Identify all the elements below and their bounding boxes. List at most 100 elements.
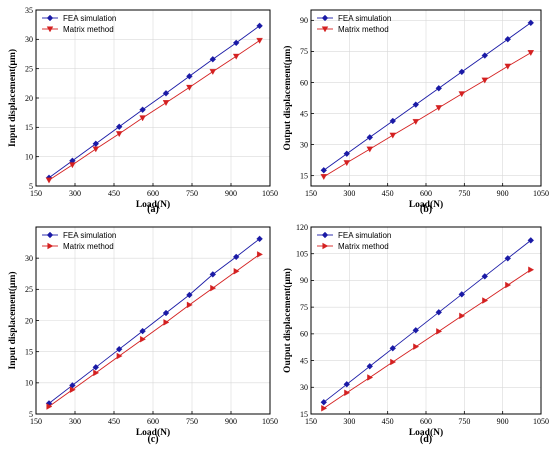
series-line <box>323 52 532 178</box>
x-tick-label: 900 <box>497 417 509 426</box>
data-point <box>115 345 123 353</box>
legend-marker <box>46 231 54 239</box>
y-tick-label: 10 <box>25 379 33 388</box>
y-tick-label: 20 <box>25 94 33 103</box>
y-axis-label: Input displacement(μm) <box>7 49 18 147</box>
data-point <box>140 335 146 343</box>
data-point <box>139 115 146 122</box>
data-point <box>481 52 488 59</box>
x-tick-label: 450 <box>108 417 120 426</box>
data-point <box>343 150 350 157</box>
x-tick-label: 150 <box>305 417 317 426</box>
x-tick-label: 900 <box>225 417 237 426</box>
y-tick-label: 90 <box>300 276 308 285</box>
data-point <box>343 381 350 388</box>
data-point <box>92 146 100 153</box>
data-point <box>186 301 193 309</box>
data-point <box>69 162 76 169</box>
data-point <box>320 174 328 180</box>
data-point <box>366 134 373 141</box>
data-point <box>232 53 240 60</box>
data-point <box>435 309 442 316</box>
legend-marker <box>321 26 329 33</box>
y-axis-label: Output displacement(μm) <box>282 46 293 151</box>
data-point <box>504 35 511 43</box>
y-tick-label: 90 <box>300 16 308 25</box>
y-tick-label: 35 <box>25 6 33 15</box>
legend-label: Matrix method <box>63 25 114 34</box>
x-axis-label: Load(N) <box>409 199 443 210</box>
data-point <box>163 319 170 326</box>
data-point <box>366 363 373 370</box>
x-tick-label: 1050 <box>533 417 549 426</box>
chart-panel: 150 300 450 600 750 900 1050 15 30 45 60 75 90 105 120… <box>282 223 549 445</box>
data-point <box>162 100 170 107</box>
data-point <box>320 399 327 406</box>
y-tick-label: 5 <box>29 410 33 419</box>
data-point <box>344 389 351 397</box>
data-point <box>162 90 170 97</box>
y-tick-label: 25 <box>25 64 33 73</box>
y-tick-label: 45 <box>300 356 308 365</box>
data-point <box>139 106 146 113</box>
data-point <box>459 312 466 320</box>
y-tick-label: 105 <box>296 250 308 259</box>
y-tick-label: 15 <box>25 123 33 132</box>
y-tick-label: 5 <box>29 182 33 191</box>
data-point <box>435 105 443 112</box>
data-point <box>481 273 488 280</box>
y-tick-label: 60 <box>300 78 308 87</box>
x-tick-label: 900 <box>497 189 509 198</box>
x-tick-label: 600 <box>420 417 432 426</box>
x-tick-label: 450 <box>382 189 394 198</box>
data-point <box>504 255 511 262</box>
data-point <box>256 235 263 243</box>
x-tick-label: 900 <box>225 189 237 198</box>
data-point <box>320 167 327 174</box>
x-tick-label: 150 <box>305 189 317 198</box>
data-point <box>46 403 53 410</box>
data-point <box>505 281 512 289</box>
y-tick-label: 30 <box>25 35 33 44</box>
data-point <box>116 352 123 360</box>
data-point <box>528 266 535 273</box>
series-line <box>323 22 532 171</box>
x-tick-label: 750 <box>186 417 198 426</box>
data-point <box>436 328 443 335</box>
series-line <box>323 269 532 409</box>
data-point <box>210 284 217 292</box>
x-tick-label: 450 <box>108 189 120 198</box>
legend-label: FEA simulation <box>63 231 116 240</box>
data-point <box>186 84 193 91</box>
data-point <box>232 253 240 261</box>
x-tick-label: 150 <box>30 189 42 198</box>
panel-label: (a) <box>147 204 159 215</box>
data-point <box>256 22 263 30</box>
data-point <box>389 132 397 139</box>
data-point <box>458 68 465 76</box>
legend-label: Matrix method <box>338 25 389 34</box>
panel-label: (d) <box>420 434 432 445</box>
y-tick-label: 30 <box>300 140 308 149</box>
data-point <box>209 271 217 278</box>
data-point <box>366 146 374 153</box>
x-tick-label: 600 <box>420 189 432 198</box>
y-tick-label: 60 <box>300 330 308 339</box>
y-tick-label: 75 <box>300 303 308 312</box>
chart-panel: 150 300 450 600 750 900 1050 5 10 15 20 25 30 35 Load(… <box>7 6 278 215</box>
legend-label: FEA simulation <box>338 14 391 23</box>
x-tick-label: 750 <box>458 417 470 426</box>
y-tick-label: 45 <box>300 109 308 118</box>
data-point <box>389 345 396 352</box>
y-tick-label: 20 <box>25 316 33 325</box>
y-tick-label: 30 <box>25 254 33 263</box>
y-tick-label: 25 <box>25 285 33 294</box>
y-tick-label: 10 <box>25 152 33 161</box>
data-point <box>504 63 512 70</box>
panel-label: (c) <box>147 434 158 445</box>
data-point <box>115 131 123 138</box>
data-point <box>458 91 466 98</box>
legend-marker <box>321 14 329 22</box>
data-point <box>412 119 420 125</box>
